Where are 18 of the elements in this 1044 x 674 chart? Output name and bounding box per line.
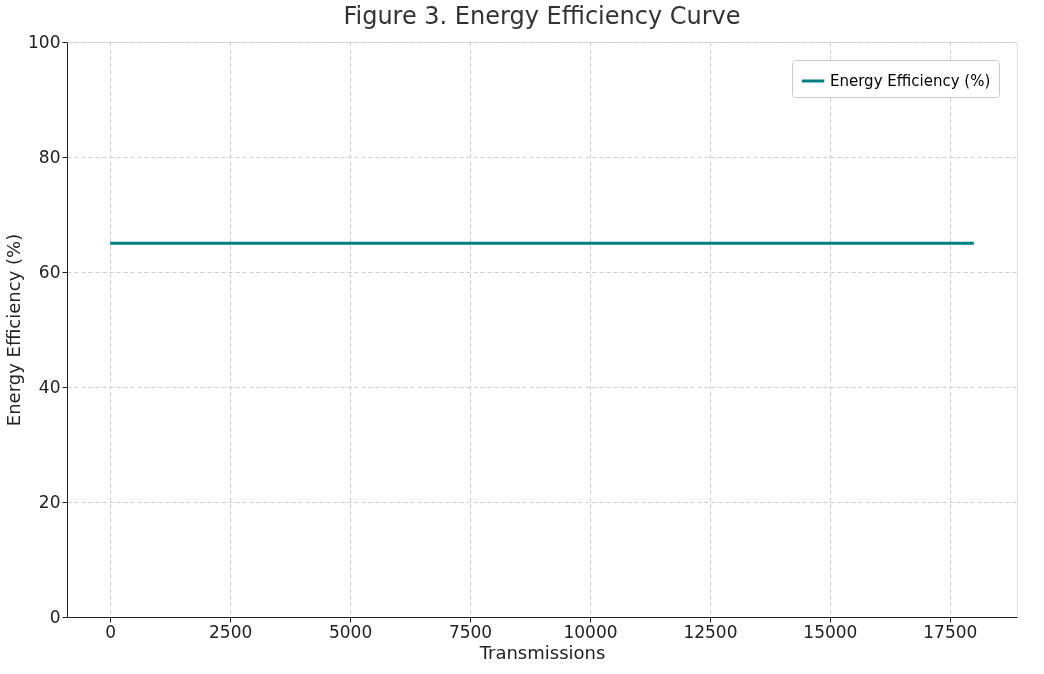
y-tick-label: 60 [38, 261, 61, 282]
y-tick-label: 0 [49, 606, 61, 627]
y-tick-label: 20 [38, 491, 61, 512]
x-tick-label: 7500 [448, 621, 493, 642]
legend-label: Energy Efficiency (%) [830, 72, 991, 90]
y-tick-label: 80 [38, 146, 61, 167]
y-tick-label: 100 [28, 31, 61, 52]
x-tick-label: 15000 [803, 621, 858, 642]
x-tick-label: 12500 [683, 621, 738, 642]
x-tick-label: 0 [105, 621, 117, 642]
x-axis-title: Transmissions [478, 641, 606, 663]
chart-title: Figure 3. Energy Efficiency Curve [343, 2, 741, 30]
y-tick-label: 40 [38, 376, 61, 397]
x-tick-label: 10000 [563, 621, 618, 642]
y-axis-title: Energy Efficiency (%) [3, 233, 25, 427]
x-tick-label: 5000 [328, 621, 373, 642]
x-tick-label: 17500 [923, 621, 978, 642]
x-tick-label: 2500 [209, 621, 253, 642]
